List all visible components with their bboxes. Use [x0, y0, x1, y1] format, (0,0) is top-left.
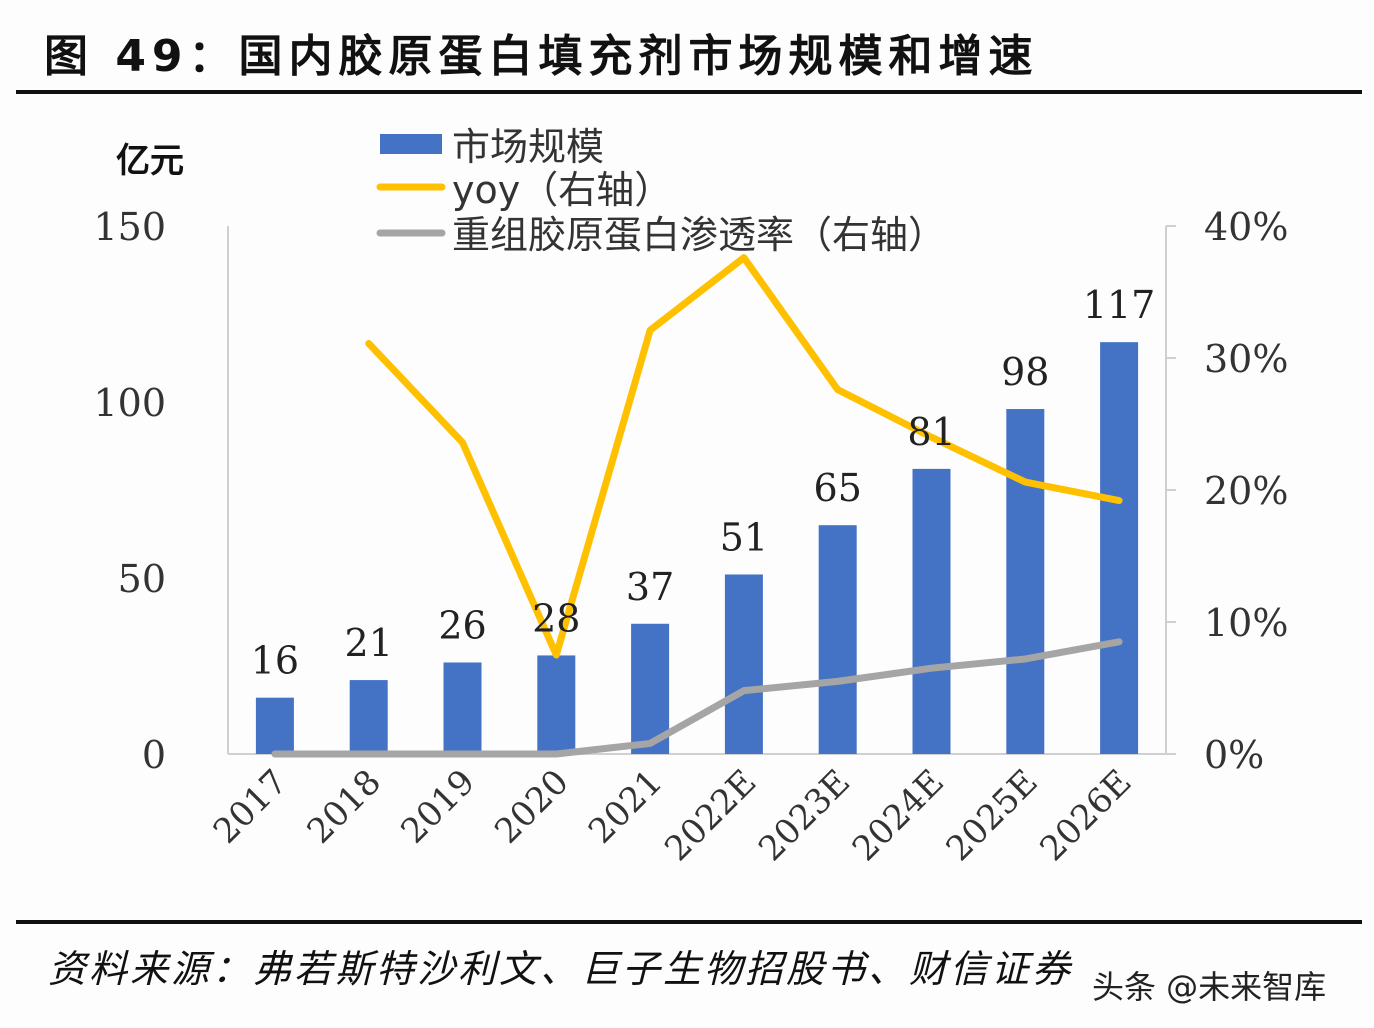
bottom-rule [16, 920, 1362, 924]
bar-data-label: 16 [251, 639, 299, 683]
bar-data-label: 26 [438, 603, 486, 647]
bar-market-size [818, 525, 857, 754]
bar-data-label: 65 [814, 466, 862, 510]
bar-market-size [1006, 409, 1045, 754]
legend-label-market-size: 市场规模 [452, 125, 604, 169]
right-tick-label: 0% [1204, 733, 1264, 777]
legend-label-yoy: yoy（右轴） [452, 168, 672, 212]
watermark: 头条 @未来智库 [1092, 968, 1327, 1006]
bar-market-size [255, 697, 294, 754]
bar-market-size [443, 662, 482, 754]
bar-data-label: 117 [1083, 283, 1156, 327]
x-tick-label: 2026E [1032, 762, 1139, 869]
left-axis-unit: 亿元 [116, 141, 184, 181]
figure-title: 图 49：国内胶原蛋白填充剂市场规模和增速 [44, 31, 1039, 82]
bar-data-label: 37 [626, 565, 674, 609]
x-tick-label: 2019 [393, 762, 482, 851]
left-tick-label: 0 [142, 733, 166, 777]
x-tick-label: 2021 [581, 762, 670, 851]
legend-label-penetration: 重组胶原蛋白渗透率（右轴） [452, 213, 946, 257]
right-tick-label: 40% [1204, 205, 1288, 249]
bar-market-size [631, 623, 670, 754]
x-tick-label: 2020 [487, 762, 576, 851]
x-tick-label: 2022E [657, 762, 764, 869]
bar-data-label: 51 [720, 515, 768, 559]
bar-market-size [1100, 342, 1139, 754]
bar-data-label: 81 [907, 410, 955, 454]
bar-market-size [349, 680, 388, 754]
line-penetration [271, 638, 1123, 758]
legend-swatch-market-size [380, 134, 442, 154]
bar-market-size [537, 655, 576, 754]
left-tick-label: 50 [118, 557, 166, 601]
top-rule [16, 90, 1362, 94]
bar-data-label: 28 [532, 596, 580, 640]
bar-data-label: 21 [345, 621, 393, 665]
right-tick-label: 10% [1204, 601, 1288, 645]
x-tick-label: 2018 [300, 762, 389, 851]
left-tick-label: 100 [93, 381, 166, 425]
x-tick-label: 2023E [751, 762, 858, 869]
left-tick-label: 150 [93, 205, 166, 249]
right-tick-label: 30% [1204, 337, 1288, 381]
bar-market-size [912, 468, 951, 754]
right-tick-label: 20% [1204, 469, 1288, 513]
x-tick-label: 2024E [845, 762, 952, 869]
bar-market-size [724, 574, 763, 754]
bar-data-label: 98 [1001, 350, 1049, 394]
source-note: 资料来源：弗若斯特沙利文、巨子生物招股书、财信证券 [48, 947, 1074, 991]
x-tick-label: 2017 [206, 762, 295, 851]
x-tick-label: 2025E [939, 762, 1046, 869]
